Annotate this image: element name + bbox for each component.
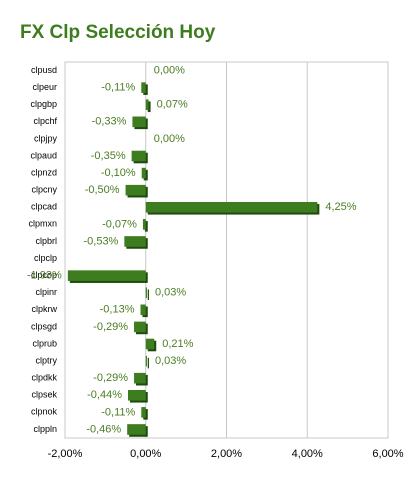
- bar-shadow: [147, 289, 149, 301]
- y-tick-label: clpaud: [30, 150, 57, 160]
- bar-shadow: [144, 221, 148, 232]
- y-tick-label: clpcny: [31, 185, 57, 195]
- bar: [131, 150, 146, 162]
- value-label: 0,00%: [154, 64, 185, 76]
- value-label: -0,29%: [93, 372, 128, 384]
- value-label: 0,00%: [154, 133, 185, 145]
- bar: [141, 82, 146, 93]
- value-label: 0,03%: [155, 287, 186, 299]
- x-tick-label: 4,00%: [292, 448, 323, 460]
- value-label: -0,33%: [92, 116, 127, 128]
- value-label: -0,29%: [93, 321, 128, 333]
- bar: [145, 287, 147, 299]
- bar-shadow: [147, 357, 149, 369]
- value-label: -0,13%: [100, 304, 135, 316]
- bar: [145, 201, 318, 213]
- y-tick-label: clpeur: [32, 82, 57, 92]
- value-label: -0,35%: [91, 150, 126, 162]
- value-label: -0,53%: [83, 235, 118, 247]
- y-tick-label: clpcad: [31, 202, 57, 212]
- bar: [124, 236, 146, 247]
- y-tick-label: clpsgd: [31, 321, 57, 331]
- value-label: -0,46%: [86, 423, 121, 435]
- y-tick-label: clpdkk: [31, 373, 57, 383]
- value-label: -0,11%: [101, 406, 135, 418]
- bar: [145, 99, 149, 111]
- bar: [141, 407, 146, 418]
- bar: [132, 116, 146, 128]
- bar: [134, 372, 146, 384]
- y-tick-label: clptry: [35, 355, 57, 365]
- bar-shadow: [147, 101, 151, 113]
- y-tick-label: clpmxn: [28, 219, 57, 229]
- x-tick-label: 2,00%: [211, 448, 242, 460]
- y-tick-label: clpbrl: [35, 236, 57, 246]
- value-label: 0,03%: [155, 355, 186, 367]
- value-label: -1,93%: [27, 270, 62, 282]
- y-tick-label: clpcop: [31, 270, 57, 280]
- bar: [127, 424, 146, 435]
- bar: [125, 184, 146, 196]
- bar: [134, 321, 146, 333]
- bar: [145, 338, 155, 350]
- value-label: -0,10%: [101, 167, 136, 179]
- bar: [140, 304, 146, 316]
- y-tick-label: clpinr: [35, 287, 57, 297]
- bar: [145, 355, 147, 367]
- value-label: 0,07%: [157, 99, 188, 111]
- x-tick-label: 6,00%: [372, 448, 403, 460]
- value-label: -0,50%: [85, 184, 120, 196]
- value-label: -0,07%: [102, 218, 137, 230]
- x-tick-label: 0,00%: [130, 448, 161, 460]
- y-tick-label: clpgbp: [30, 99, 57, 109]
- bar: [141, 167, 146, 179]
- y-tick-label: clpnzd: [31, 167, 57, 177]
- bar: [142, 219, 146, 230]
- value-label: 4,25%: [325, 201, 356, 213]
- y-tick-label: clpnok: [31, 407, 58, 417]
- y-tick-label: clpjpy: [34, 133, 58, 143]
- bar: [67, 270, 146, 281]
- y-tick-label: clpclp: [34, 253, 57, 263]
- value-label: -0,11%: [101, 82, 135, 94]
- y-tick-label: clpkrw: [31, 304, 57, 314]
- chart-title: FX Clp Selección Hoy: [20, 22, 216, 43]
- y-tick-label: clpsek: [31, 390, 57, 400]
- bar: [127, 389, 146, 401]
- x-tick-label: -2,00%: [48, 448, 83, 460]
- y-tick-label: clpchf: [33, 116, 57, 126]
- y-tick-label: clprub: [32, 338, 57, 348]
- y-tick-label: clppln: [33, 424, 57, 434]
- value-label: -0,44%: [87, 389, 122, 401]
- value-label: 0,21%: [162, 338, 193, 350]
- y-tick-label: clpusd: [31, 65, 57, 75]
